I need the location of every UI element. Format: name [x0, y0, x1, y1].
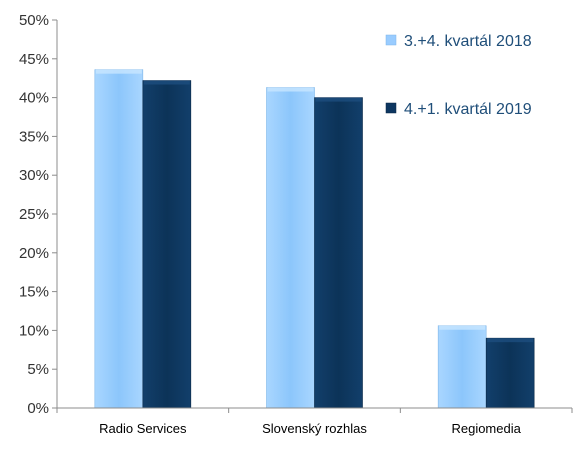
- y-tick-label: 35%: [19, 128, 49, 145]
- y-tick-label: 10%: [19, 322, 49, 339]
- x-axis: Radio Services Slovenský rozhlas Regiomedi…: [56, 407, 573, 436]
- x-category-label: Radio Services: [99, 421, 187, 436]
- bar-series-2018: [437, 325, 487, 409]
- x-category-label: Regiomedia: [451, 421, 521, 436]
- bar-top-bevel: [143, 80, 190, 85]
- y-tick-label: 20%: [19, 245, 49, 262]
- bars: [94, 69, 535, 409]
- bar-top-bevel: [439, 325, 486, 330]
- bar-top-bevel: [315, 97, 362, 102]
- bar-top-bevel: [487, 338, 534, 343]
- y-tick-label: 30%: [19, 167, 49, 184]
- bar-top-bevel: [95, 69, 142, 74]
- x-category-label: Slovenský rozhlas: [262, 421, 367, 436]
- y-tick-label: 40%: [19, 90, 49, 107]
- y-tick-label: 50%: [19, 12, 49, 29]
- y-axis: 0% 5% 10% 15% 20% 25% 30% 35% 40% 45% 50%: [19, 12, 58, 417]
- legend: 3.+4. kvartál 2018 4.+1. kvartál 2019: [385, 33, 532, 118]
- legend-swatch: [385, 102, 397, 114]
- bar-series-2019: [142, 80, 192, 409]
- y-tick-label: 5%: [27, 361, 49, 378]
- bar-series-2018: [94, 69, 144, 409]
- y-tick-label: 15%: [19, 284, 49, 301]
- legend-swatch: [385, 34, 397, 46]
- y-tick-label: 25%: [19, 206, 49, 223]
- bar-series-2018: [266, 87, 315, 409]
- bar-top-bevel: [267, 87, 314, 92]
- bar-series-2019: [485, 337, 535, 409]
- y-tick-label: 0%: [27, 400, 49, 417]
- legend-label: 3.+4. kvartál 2018: [404, 33, 532, 50]
- bar-series-2019: [314, 97, 363, 409]
- legend-label: 4.+1. kvartál 2019: [404, 101, 532, 118]
- y-tick-label: 45%: [19, 51, 49, 68]
